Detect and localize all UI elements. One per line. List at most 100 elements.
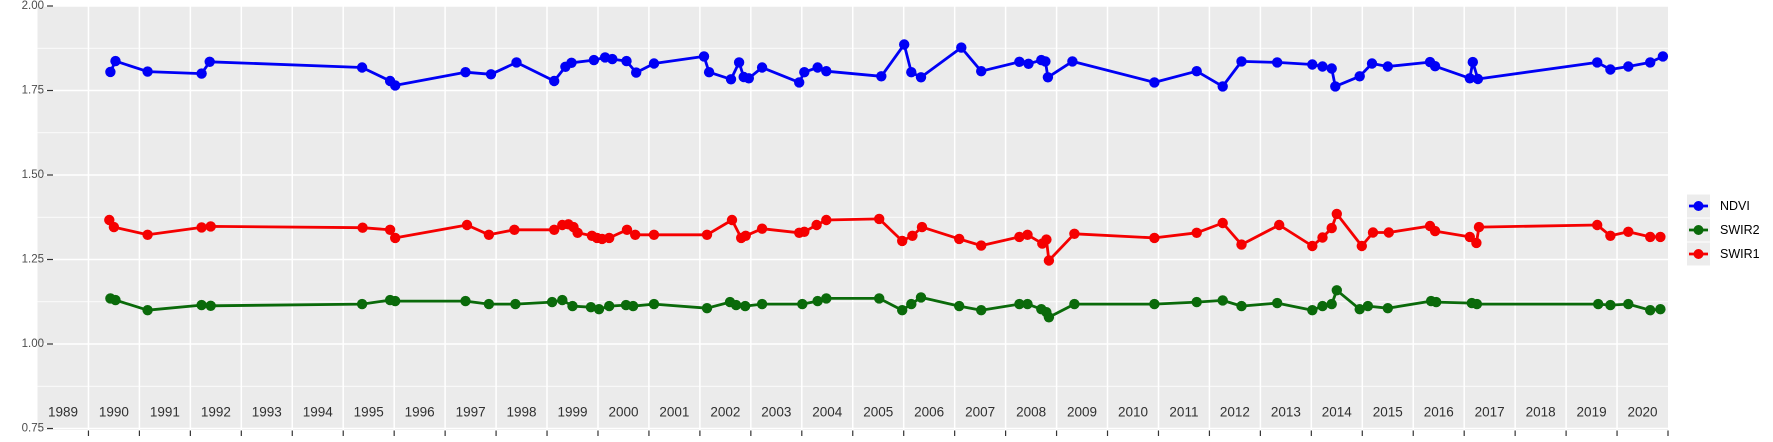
data-point-swir1 xyxy=(756,223,768,234)
data-point-swir2 xyxy=(567,300,578,312)
x-tick-label: 2017 xyxy=(1475,405,1505,420)
x-tick-label: 2005 xyxy=(863,405,893,420)
data-point-ndvi xyxy=(621,55,632,67)
data-point-ndvi xyxy=(631,67,642,78)
data-point-ndvi xyxy=(196,68,207,79)
data-point-ndvi xyxy=(1217,81,1228,92)
data-point-swir2 xyxy=(1069,298,1080,310)
data-point-ndvi xyxy=(799,67,810,78)
data-point-swir1 xyxy=(799,226,810,237)
x-tick-label: 1992 xyxy=(201,405,231,420)
data-point-ndvi xyxy=(648,58,660,69)
data-point-swir2 xyxy=(1191,296,1202,308)
data-point-swir1 xyxy=(1367,227,1379,238)
x-tick-label: 2004 xyxy=(812,405,843,420)
data-point-swir2 xyxy=(1236,300,1247,312)
data-point-ndvi xyxy=(976,66,987,77)
data-point-swir2 xyxy=(510,298,521,310)
x-tick-label: 2012 xyxy=(1220,405,1250,420)
data-point-ndvi xyxy=(485,69,497,80)
x-tick-label: 2007 xyxy=(965,405,995,420)
data-point-swir1 xyxy=(1191,227,1202,238)
data-point-ndvi xyxy=(1605,64,1616,75)
x-tick-label: 2003 xyxy=(761,405,791,420)
data-point-swir1 xyxy=(549,224,560,235)
data-point-swir1 xyxy=(1043,255,1055,266)
data-point-swir2 xyxy=(1217,295,1228,306)
data-point-swir2 xyxy=(1471,298,1483,310)
data-point-swir2 xyxy=(1382,303,1394,314)
data-point-ndvi xyxy=(460,67,471,78)
data-point-swir1 xyxy=(1014,231,1025,243)
data-point-ndvi xyxy=(1042,72,1054,83)
data-point-swir2 xyxy=(483,298,495,310)
data-point-swir1 xyxy=(811,219,822,231)
data-point-swir2 xyxy=(897,305,908,316)
data-point-ndvi xyxy=(756,62,768,73)
data-point-swir2 xyxy=(1022,298,1033,310)
x-tick-label: 2011 xyxy=(1169,405,1198,420)
data-point-swir2 xyxy=(1317,300,1328,312)
data-point-ndvi xyxy=(794,77,805,88)
data-point-swir2 xyxy=(1272,297,1283,309)
data-point-swir2 xyxy=(593,304,605,315)
x-tick-label: 1993 xyxy=(252,405,282,420)
data-point-ndvi xyxy=(915,72,927,83)
data-point-swir1 xyxy=(1473,221,1485,233)
data-point-swir2 xyxy=(701,303,713,314)
data-point-swir1 xyxy=(1069,228,1080,239)
data-point-ndvi xyxy=(588,54,600,66)
data-point-swir2 xyxy=(797,298,808,310)
data-point-swir2 xyxy=(1605,299,1616,311)
data-point-ndvi xyxy=(204,56,215,67)
data-point-swir2 xyxy=(730,299,742,311)
data-point-swir1 xyxy=(1022,229,1033,240)
data-point-ndvi xyxy=(1472,73,1484,85)
data-point-swir2 xyxy=(1362,300,1374,312)
y-tick-label: 0.75 xyxy=(22,423,44,435)
data-point-swir1 xyxy=(1307,240,1318,252)
x-tick-label: 2020 xyxy=(1628,405,1658,420)
data-point-ndvi xyxy=(1592,57,1603,68)
x-tick-label: 1999 xyxy=(557,405,587,420)
data-point-swir1 xyxy=(874,213,885,225)
data-point-swir2 xyxy=(740,300,751,312)
x-tick-label: 1995 xyxy=(354,405,384,420)
data-point-ndvi xyxy=(607,53,618,65)
x-tick-label: 1994 xyxy=(303,405,334,420)
data-point-swir1 xyxy=(1605,230,1616,241)
x-tick-label: 2002 xyxy=(710,405,740,420)
data-point-swir2 xyxy=(1149,298,1160,310)
data-point-swir1 xyxy=(483,229,495,240)
data-point-ndvi xyxy=(1023,58,1034,69)
data-point-swir1 xyxy=(142,229,153,240)
data-point-swir1 xyxy=(1464,231,1476,243)
data-point-swir1 xyxy=(701,229,713,240)
data-point-swir2 xyxy=(812,295,823,307)
y-tick-label: 2.00 xyxy=(22,0,44,12)
data-point-swir2 xyxy=(142,305,153,316)
data-point-swir1 xyxy=(1331,208,1343,220)
data-point-swir1 xyxy=(1429,225,1441,237)
x-tick-label: 2019 xyxy=(1577,405,1607,420)
x-tick-label: 2018 xyxy=(1526,405,1556,420)
data-point-swir2 xyxy=(821,293,832,304)
data-point-swir2 xyxy=(196,299,207,311)
data-point-swir1 xyxy=(108,221,120,233)
x-tick-label: 2001 xyxy=(659,405,689,420)
data-point-swir2 xyxy=(1331,285,1343,296)
data-point-ndvi xyxy=(1040,56,1051,67)
data-point-ndvi xyxy=(743,73,754,84)
data-point-swir1 xyxy=(196,222,207,233)
data-point-ndvi xyxy=(1067,56,1078,67)
data-point-ndvi xyxy=(110,55,121,67)
data-point-swir1 xyxy=(1645,231,1656,243)
x-tick-label: 1996 xyxy=(405,405,435,420)
legend-label-swir1: SWIR1 xyxy=(1720,247,1760,261)
data-point-swir2 xyxy=(1593,298,1604,310)
y-tick-label: 1.50 xyxy=(22,169,44,181)
data-point-ndvi xyxy=(566,57,577,68)
data-point-ndvi xyxy=(1354,71,1365,82)
